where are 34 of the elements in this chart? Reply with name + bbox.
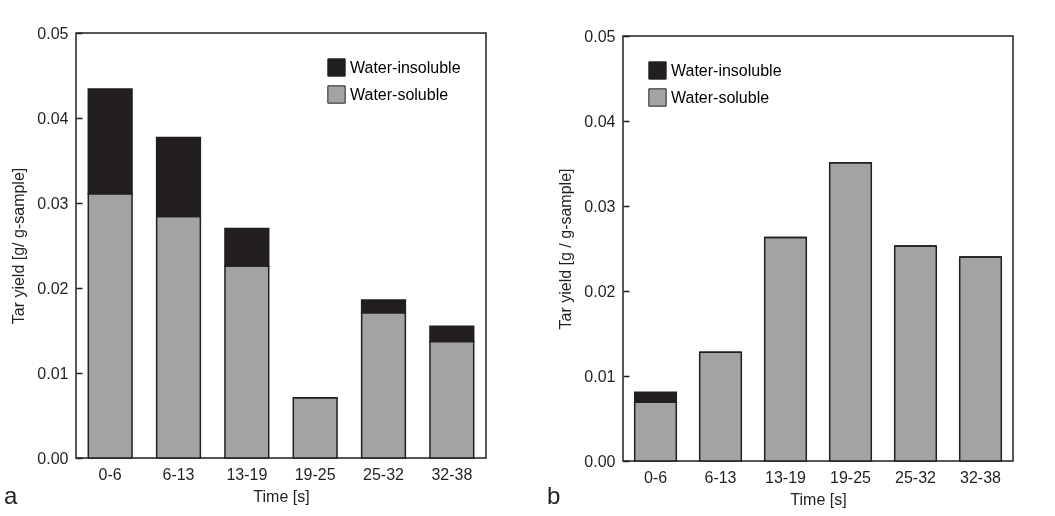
x-tick-label: 13-19: [226, 465, 268, 483]
y-tick-label: 0.05: [584, 27, 616, 45]
x-tick-label: 25-32: [895, 468, 937, 486]
y-tick-label: 0.00: [37, 449, 69, 467]
x-tick-label: 32-38: [960, 468, 1002, 486]
y-axis-title: Tar yield [g/ g-sample]: [10, 167, 28, 325]
x-tick-label: 25-32: [363, 465, 405, 483]
y-tick-label: 0.04: [37, 109, 69, 127]
y-tick-label: 0.01: [584, 367, 616, 385]
x-tick-label: 19-25: [830, 468, 872, 486]
x-axis-title: Time [s]: [790, 490, 847, 508]
y-tick-label: 0.03: [37, 194, 69, 212]
y-axis-title: Tar yield [g / g-sample]: [557, 168, 575, 330]
text: a: [4, 482, 18, 510]
y-tick-label: 0.04: [584, 112, 616, 130]
y-tick-label: 0.05: [37, 24, 69, 42]
x-tick-label: 0-6: [98, 465, 122, 483]
legend-label: Water-soluble: [671, 88, 770, 106]
x-tick-label: 6-13: [162, 465, 195, 483]
y-tick-label: 0.03: [584, 197, 616, 215]
legend-label: Water-insoluble: [671, 61, 782, 79]
x-tick-label: 0-6: [643, 468, 668, 486]
y-tick-label: 0.02: [584, 282, 616, 300]
x-tick-label: 13-19: [765, 468, 807, 486]
x-axis-title: Time [s]: [253, 487, 310, 505]
x-tick-label: 19-25: [294, 465, 336, 483]
legend-label: Water-insoluble: [350, 58, 461, 76]
legend-label: Water-soluble: [350, 85, 449, 103]
text: b: [547, 482, 561, 510]
x-tick-label: 6-13: [704, 468, 737, 486]
y-tick-label: 0.01: [37, 364, 69, 382]
x-tick-label: 32-38: [431, 465, 473, 483]
y-tick-label: 0.00: [584, 452, 616, 470]
y-tick-label: 0.02: [37, 279, 69, 297]
